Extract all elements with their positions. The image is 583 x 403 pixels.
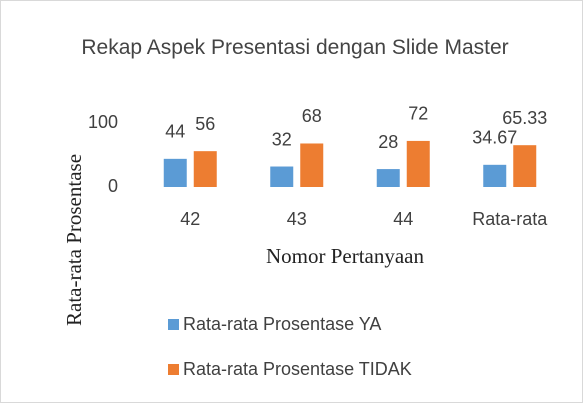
data-label: 56 — [195, 114, 215, 134]
legend-label: Rata-rata Prosentase YA — [183, 314, 381, 334]
bar — [513, 145, 537, 187]
bar — [300, 143, 324, 187]
chart-title: Rekap Aspek Presentasi dengan Slide Mast… — [81, 36, 509, 59]
x-tick-label: 43 — [287, 209, 307, 229]
y-axis-label: Rata-rata Prosentase — [62, 154, 86, 326]
x-tick-label: Rata-rata — [472, 209, 548, 229]
x-tick-label: 42 — [180, 209, 200, 229]
bar — [193, 151, 217, 187]
data-label: 34.67 — [472, 128, 517, 148]
data-label: 28 — [378, 132, 398, 152]
data-label: 65.33 — [502, 108, 547, 128]
y-tick-label: 0 — [108, 176, 118, 196]
x-tick-label: 44 — [393, 209, 413, 229]
data-label: 72 — [408, 104, 428, 124]
data-label: 68 — [302, 106, 322, 126]
data-label: 32 — [272, 129, 292, 149]
bar — [163, 158, 187, 187]
legend-swatch — [168, 364, 179, 375]
bar — [406, 140, 430, 187]
y-tick-label: 100 — [88, 112, 118, 132]
legend-label: Rata-rata Prosentase TIDAK — [183, 359, 412, 379]
bar — [376, 169, 400, 187]
legend-swatch — [168, 319, 179, 330]
bar — [483, 164, 507, 187]
x-axis-label: Nomor Pertanyaan — [266, 244, 425, 268]
data-label: 44 — [165, 122, 185, 142]
bar — [270, 166, 294, 187]
